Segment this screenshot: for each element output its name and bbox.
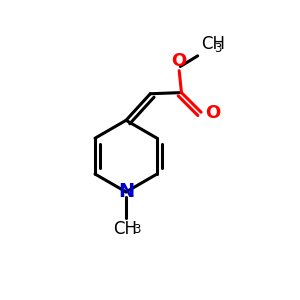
Text: N: N xyxy=(118,182,134,201)
Text: O: O xyxy=(172,52,187,70)
Text: 3: 3 xyxy=(214,42,222,55)
Text: CH: CH xyxy=(201,35,225,53)
Text: O: O xyxy=(205,104,220,122)
Text: 3: 3 xyxy=(133,223,140,236)
Text: CH: CH xyxy=(113,220,137,238)
